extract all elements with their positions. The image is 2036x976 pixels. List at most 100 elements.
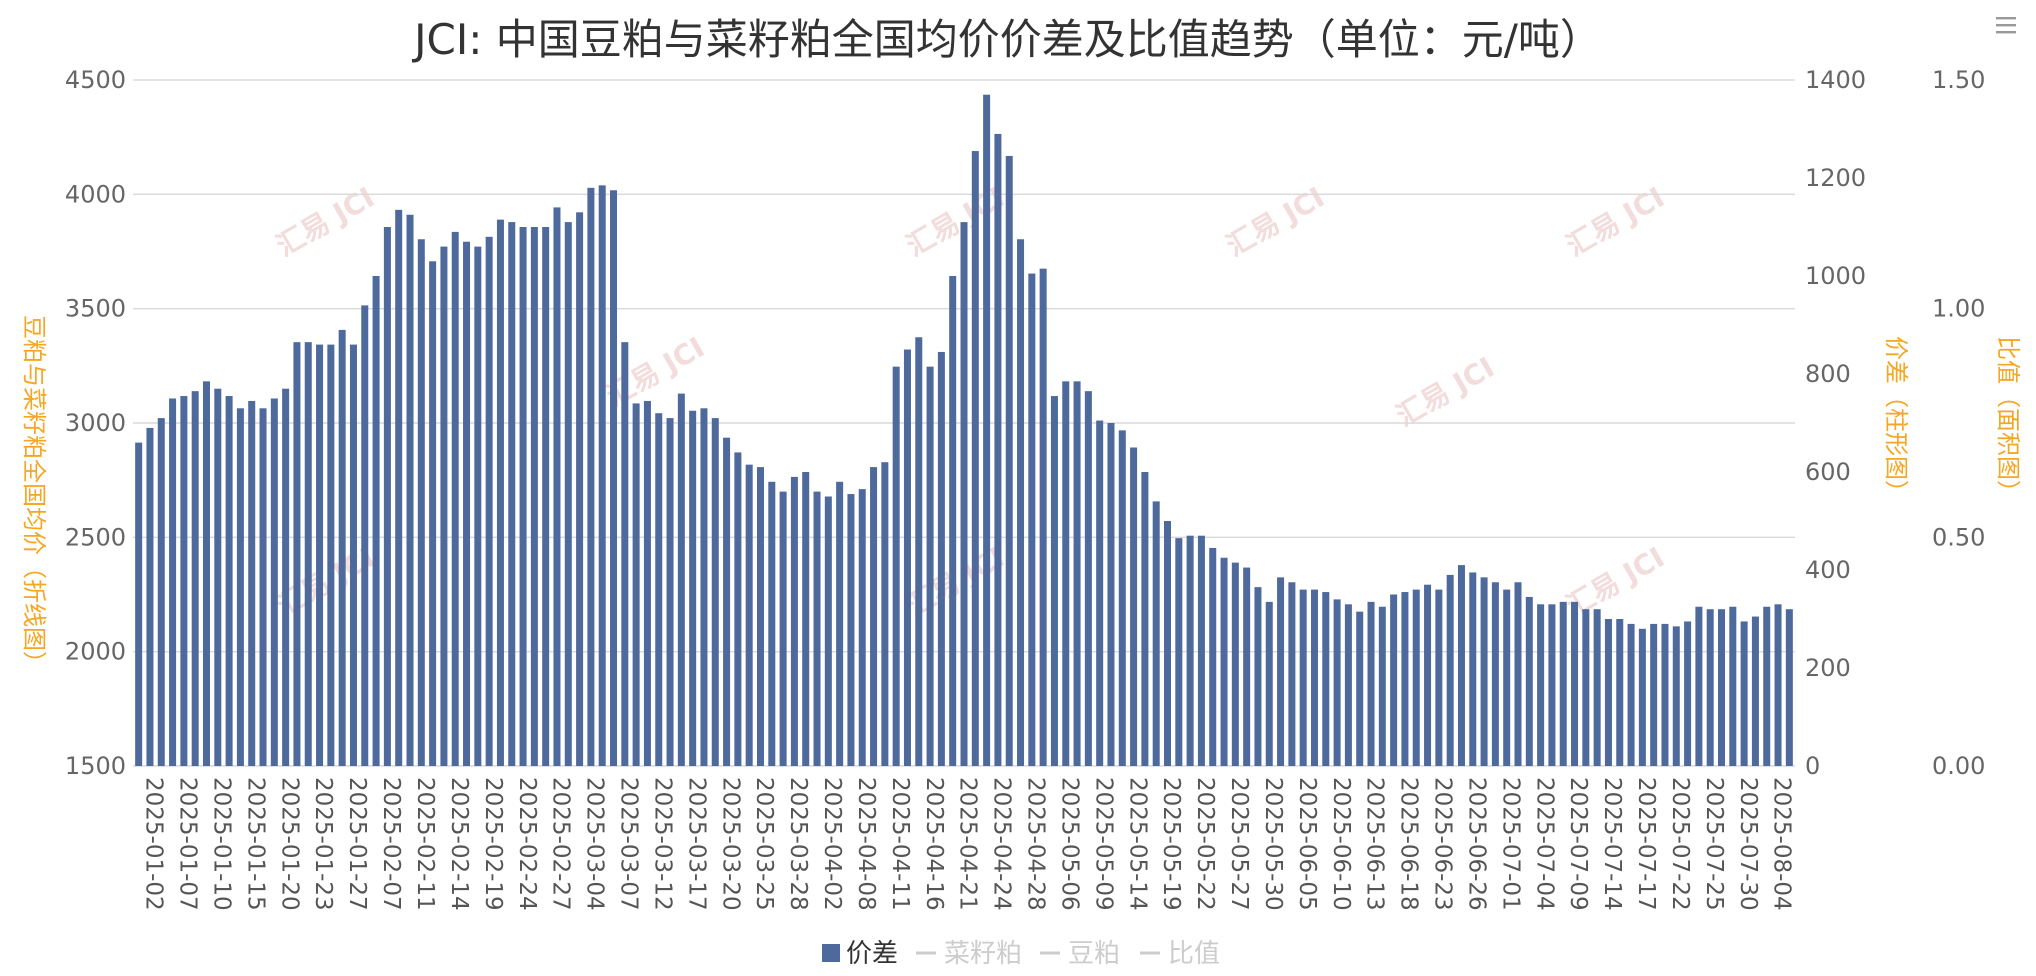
bar[interactable] — [1740, 621, 1748, 766]
bar[interactable] — [1604, 619, 1612, 766]
bar[interactable] — [847, 494, 855, 766]
bar[interactable] — [1333, 599, 1341, 766]
bar[interactable] — [1073, 381, 1081, 766]
bar[interactable] — [1322, 592, 1330, 766]
bar[interactable] — [236, 408, 244, 766]
bar[interactable] — [1277, 577, 1285, 766]
bar[interactable] — [304, 342, 312, 766]
bar[interactable] — [926, 366, 934, 766]
bar[interactable] — [1130, 447, 1138, 767]
bar[interactable] — [1571, 601, 1579, 766]
bar[interactable] — [983, 94, 991, 766]
bar[interactable] — [1672, 626, 1680, 766]
bar[interactable] — [1695, 606, 1703, 766]
bar[interactable] — [1367, 601, 1375, 766]
bar[interactable] — [1729, 606, 1737, 766]
bar[interactable] — [1401, 592, 1409, 766]
bar[interactable] — [1446, 574, 1454, 766]
bar[interactable] — [1785, 609, 1793, 766]
bar[interactable] — [768, 481, 776, 766]
bar[interactable] — [1537, 604, 1545, 766]
bar[interactable] — [349, 344, 357, 766]
bar[interactable] — [1084, 391, 1092, 766]
bar[interactable] — [824, 496, 832, 767]
bar[interactable] — [146, 427, 154, 766]
bar[interactable] — [429, 261, 437, 766]
bar[interactable] — [417, 239, 425, 766]
bar[interactable] — [1627, 623, 1635, 766]
bar[interactable] — [1469, 572, 1477, 766]
bar[interactable] — [903, 349, 911, 767]
bar[interactable] — [689, 410, 697, 766]
legend-item-soybean-meal[interactable]: 豆粕 — [1040, 939, 1120, 969]
bar[interactable] — [282, 388, 290, 766]
bar[interactable] — [327, 344, 335, 766]
bar[interactable] — [994, 133, 1002, 766]
bar[interactable] — [802, 472, 810, 766]
bar[interactable] — [463, 241, 471, 766]
bar[interactable] — [1288, 582, 1296, 766]
bar[interactable] — [734, 452, 742, 766]
bar[interactable] — [960, 222, 968, 767]
bar[interactable] — [361, 305, 369, 766]
bar[interactable] — [677, 393, 685, 766]
bar[interactable] — [1514, 582, 1522, 766]
bar[interactable] — [1457, 565, 1465, 766]
bar[interactable] — [395, 209, 403, 767]
bar[interactable] — [892, 366, 900, 766]
bar[interactable] — [1491, 582, 1499, 766]
bar[interactable] — [316, 344, 324, 766]
bar[interactable] — [1164, 521, 1172, 766]
bar[interactable] — [248, 400, 256, 766]
bar[interactable] — [1390, 594, 1398, 767]
bar[interactable] — [372, 276, 380, 766]
legend-item-rapeseed-meal[interactable]: 菜籽粕 — [916, 939, 1022, 969]
bar[interactable] — [779, 491, 787, 766]
bar[interactable] — [1751, 616, 1759, 766]
bar[interactable] — [1378, 606, 1386, 766]
bar[interactable] — [1039, 268, 1047, 766]
bar[interactable] — [1209, 547, 1217, 766]
bar[interactable] — [643, 400, 651, 766]
bar[interactable] — [202, 381, 210, 766]
bar[interactable] — [1118, 430, 1126, 766]
bar[interactable] — [564, 222, 572, 767]
bar[interactable] — [406, 214, 414, 766]
bar[interactable] — [1231, 562, 1239, 766]
bar[interactable] — [440, 246, 448, 767]
bar[interactable] — [1141, 472, 1149, 766]
bar[interactable] — [1299, 589, 1307, 766]
bar[interactable] — [870, 467, 878, 766]
bar[interactable] — [1718, 609, 1726, 766]
bar[interactable] — [1096, 420, 1104, 766]
bar[interactable] — [1650, 623, 1658, 766]
bar[interactable] — [858, 489, 866, 766]
bar[interactable] — [1310, 589, 1318, 766]
bar[interactable] — [1197, 535, 1205, 766]
bar[interactable] — [530, 227, 538, 766]
bar[interactable] — [1774, 604, 1782, 766]
bar[interactable] — [1435, 589, 1443, 766]
bar[interactable] — [214, 388, 222, 766]
bar[interactable] — [1028, 273, 1036, 766]
bar[interactable] — [655, 413, 663, 766]
bar[interactable] — [553, 207, 561, 766]
bar[interactable] — [632, 403, 640, 766]
bar[interactable] — [191, 391, 199, 766]
bar[interactable] — [790, 476, 798, 766]
bar[interactable] — [1062, 381, 1070, 766]
bar[interactable] — [1616, 619, 1624, 766]
bar[interactable] — [881, 462, 889, 766]
bar[interactable] — [745, 464, 753, 766]
bar[interactable] — [1243, 567, 1251, 766]
bar[interactable] — [1152, 501, 1160, 766]
bar[interactable] — [474, 246, 482, 767]
bar[interactable] — [485, 236, 493, 767]
bar[interactable] — [496, 219, 504, 766]
bar[interactable] — [813, 491, 821, 766]
bar[interactable] — [711, 418, 719, 766]
bar[interactable] — [1017, 239, 1025, 766]
hamburger-menu-icon[interactable] — [1994, 14, 2018, 38]
bar[interactable] — [1684, 621, 1692, 766]
bar[interactable] — [1638, 628, 1646, 766]
